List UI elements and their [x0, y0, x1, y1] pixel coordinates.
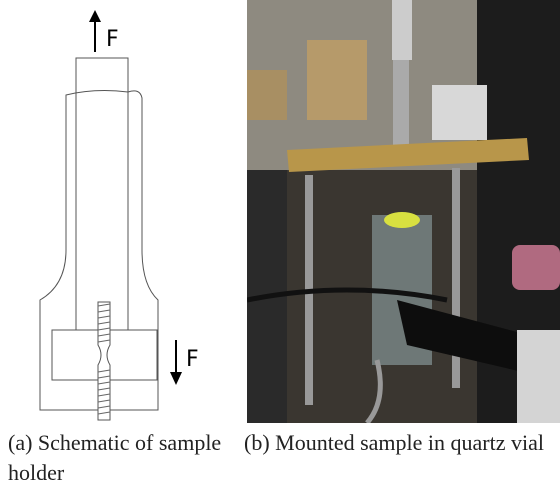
force-label: F: [186, 347, 199, 372]
sample: [97, 301, 111, 421]
pull-rod: [75, 57, 129, 331]
force-label: F: [106, 27, 119, 52]
schematic: F F: [39, 10, 199, 421]
arrowhead: [170, 372, 182, 385]
holder-body: [39, 90, 159, 411]
caption: (a) Schematic of sample holder: [8, 430, 222, 485]
photo: [247, 0, 560, 423]
thread-hatch: [97, 303, 111, 415]
caption: (b) Mounted sample in quartz vial: [244, 430, 544, 455]
arrowhead: [89, 10, 101, 22]
